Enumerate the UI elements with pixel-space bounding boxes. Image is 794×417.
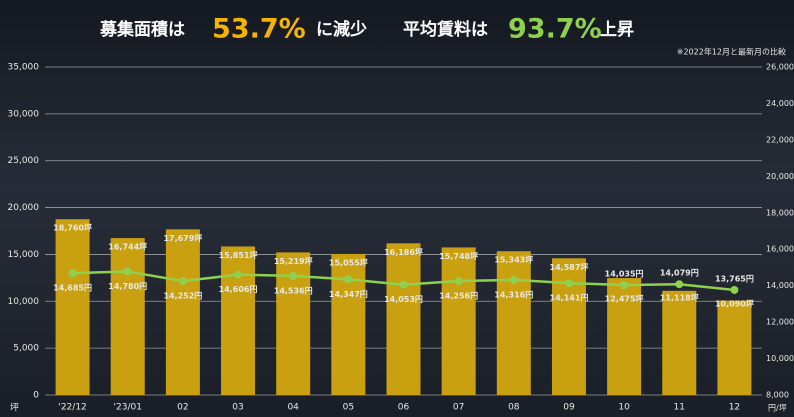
x-tick-label: 05 <box>343 403 354 413</box>
line-value-label: 14,035円 <box>605 270 644 279</box>
title-part: に減少 <box>316 19 367 40</box>
y-tick-label: 5,000 <box>13 344 39 354</box>
bar-value-label: 14,587坪 <box>550 262 589 272</box>
bar <box>331 254 365 395</box>
bar-value-label: 15,343坪 <box>494 255 533 265</box>
x-tick-label: 06 <box>398 403 410 413</box>
x-tick-label: '22/12 <box>58 403 86 413</box>
line-value-label: 14,141円 <box>550 294 589 303</box>
bar <box>111 238 145 395</box>
line-value-label: 14,256円 <box>439 292 478 301</box>
y-tick-label: 35,000 <box>8 63 40 73</box>
y-tick-label: 20,000 <box>8 203 40 213</box>
line-value-label: 14,780円 <box>108 282 147 291</box>
bar-value-label: 11,118坪 <box>660 293 699 303</box>
y2-tick-label: 22,000 <box>766 135 794 144</box>
line-value-label: 13,765円 <box>715 274 754 283</box>
line-marker <box>675 280 683 288</box>
line-value-label: 14,685円 <box>53 284 92 293</box>
note: ※2022年12月と最新月の比較 <box>677 47 786 57</box>
bar <box>442 247 476 395</box>
title-part: 平均賃料は <box>403 19 488 40</box>
y-tick-label: 0 <box>33 391 39 401</box>
bar <box>166 229 200 395</box>
y2-tick-label: 24,000 <box>766 99 794 108</box>
y2-tick-label: 20,000 <box>766 172 794 181</box>
bar-value-label: 15,219坪 <box>274 256 313 266</box>
line-value-label: 14,316円 <box>494 290 533 299</box>
line-marker <box>69 269 77 277</box>
y2-tick-label: 14,000 <box>766 281 794 290</box>
title-part: 上昇 <box>600 20 634 40</box>
bar <box>662 291 696 395</box>
x-tick-label: 12 <box>729 403 740 413</box>
line-value-label: 14,606円 <box>219 285 258 294</box>
line-marker <box>400 281 408 289</box>
y2-axis-label: 円/坪 <box>768 404 787 413</box>
bar <box>221 246 255 395</box>
y2-tick-label: 10,000 <box>766 354 794 363</box>
y2-tick-label: 18,000 <box>766 208 794 217</box>
x-tick-label: '23/01 <box>114 403 142 413</box>
y-tick-label: 30,000 <box>8 109 40 119</box>
bar-value-label: 10,090坪 <box>715 298 754 308</box>
y2-tick-label: 8,000 <box>766 391 789 400</box>
line-marker <box>620 281 628 289</box>
chart: 募集面積は 53.7% に減少 平均賃料は 93.7%上昇 ※2022年12月と最新月の比… <box>0 0 794 417</box>
y-tick-label: 10,000 <box>8 297 40 307</box>
title-part: 93.7% <box>508 14 602 45</box>
line-value-label: 14,347円 <box>329 290 368 299</box>
bar-value-label: 12,475坪 <box>605 294 644 304</box>
x-tick-label: 09 <box>563 403 575 413</box>
line-value-label: 14,252円 <box>163 292 202 301</box>
bar <box>717 300 751 395</box>
line-marker <box>124 267 132 275</box>
x-tick-label: 11 <box>674 403 685 413</box>
bar <box>56 219 90 395</box>
line-marker <box>234 271 242 279</box>
bar-value-label: 15,748坪 <box>439 251 478 261</box>
x-tick-label: 10 <box>618 403 630 413</box>
bar <box>552 258 586 395</box>
line-marker <box>344 275 352 283</box>
y-tick-label: 25,000 <box>8 156 40 166</box>
y2-tick-label: 26,000 <box>766 63 794 72</box>
x-tick-label: 04 <box>287 403 299 413</box>
y-axis-label: 坪 <box>10 403 19 414</box>
y2-tick-label: 12,000 <box>766 318 794 327</box>
bar-value-label: 17,679坪 <box>163 233 202 243</box>
x-tick-label: 02 <box>177 403 188 413</box>
line-marker <box>730 286 738 294</box>
y2-tick-label: 16,000 <box>766 245 794 254</box>
bar <box>387 243 421 395</box>
bar-value-label: 16,744坪 <box>108 242 147 252</box>
line-marker <box>179 277 187 285</box>
x-tick-label: 07 <box>453 403 464 413</box>
line-marker <box>510 276 518 284</box>
title-part: 53.7% <box>212 14 306 45</box>
line-value-label: 14,079円 <box>660 269 699 278</box>
y-tick-label: 15,000 <box>8 250 40 260</box>
bar-value-label: 16,186坪 <box>384 247 423 257</box>
line-value-label: 14,536円 <box>274 286 313 295</box>
line-value-label: 14,053円 <box>384 295 423 304</box>
line-marker <box>565 279 573 287</box>
bar <box>497 251 531 395</box>
bar-value-label: 15,055坪 <box>329 257 368 267</box>
bar-value-label: 18,760坪 <box>53 223 92 233</box>
x-tick-label: 08 <box>508 403 520 413</box>
x-tick-label: 03 <box>232 403 243 413</box>
line-marker <box>289 272 297 280</box>
title-part: 募集面積は <box>99 19 185 40</box>
bar-value-label: 15,851坪 <box>219 250 258 260</box>
line-marker <box>455 277 463 285</box>
